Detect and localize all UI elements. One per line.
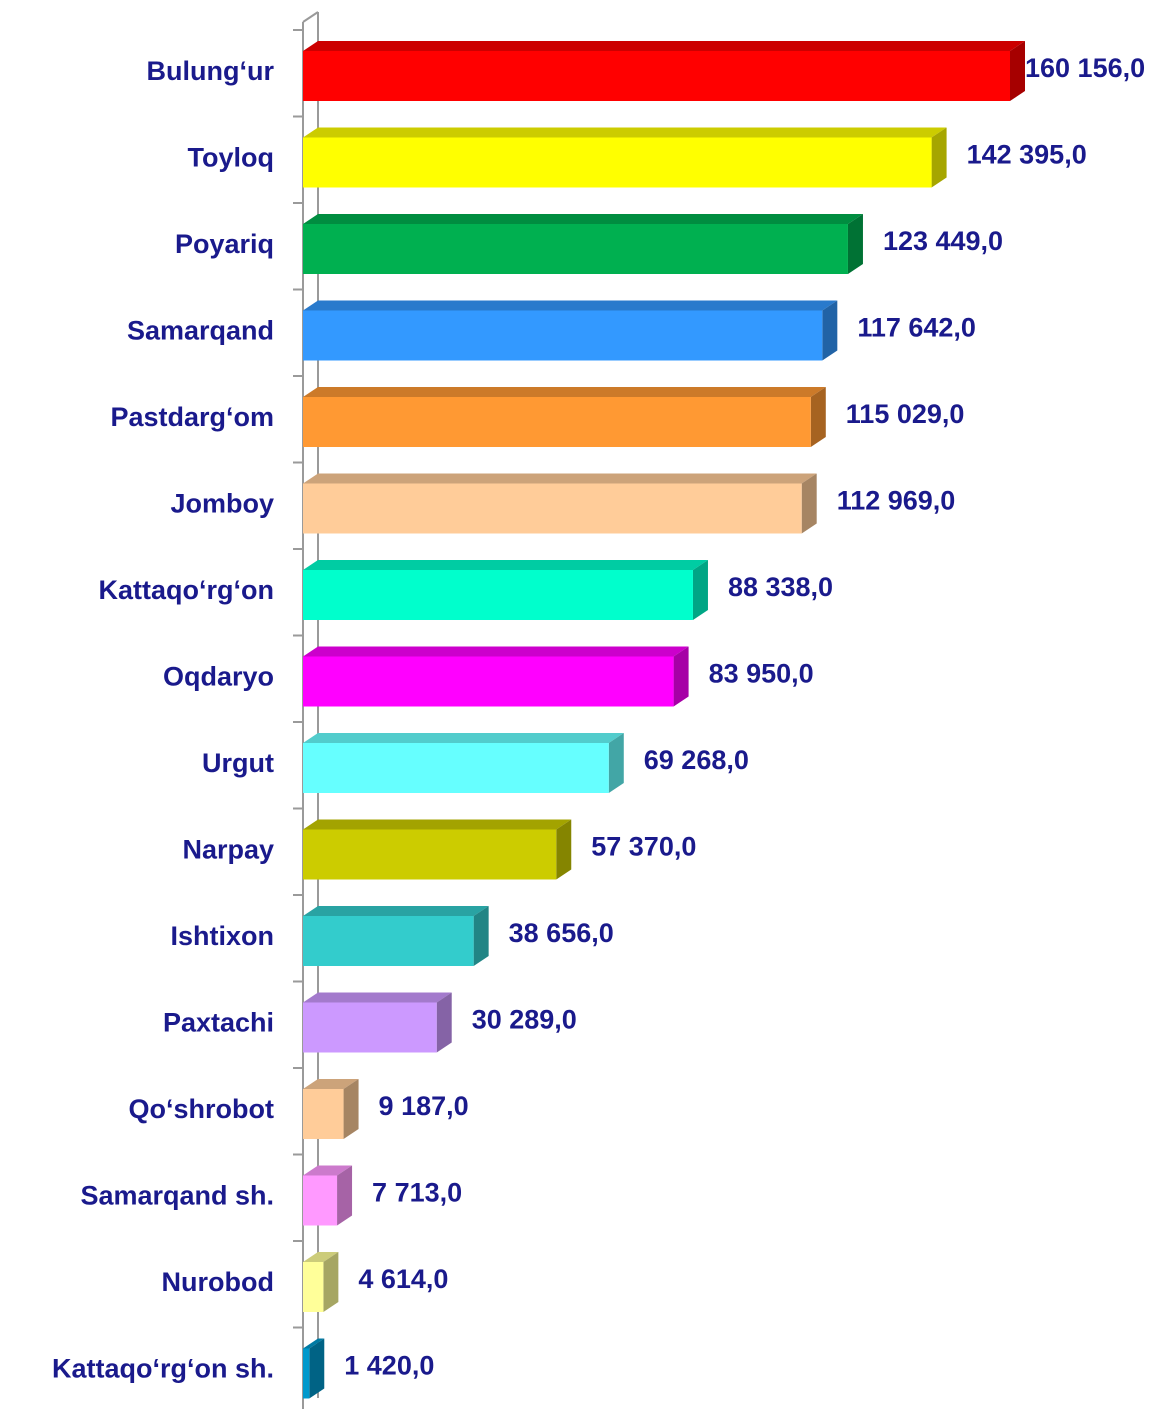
bar	[303, 570, 693, 620]
value-label: 160 156,0	[1025, 53, 1145, 83]
bar-side	[323, 1252, 339, 1312]
bar	[303, 1262, 324, 1312]
value-label: 69 268,0	[644, 745, 749, 775]
bar	[303, 1089, 344, 1139]
value-label: 38 656,0	[509, 918, 614, 948]
bar	[303, 1175, 338, 1226]
bar-top	[303, 214, 863, 224]
value-label: 7 713,0	[372, 1178, 462, 1208]
bar-top	[303, 906, 489, 916]
value-label: 88 338,0	[728, 572, 833, 602]
bar-side	[309, 1338, 325, 1399]
category-label: Narpay	[182, 835, 274, 865]
value-label: 4 614,0	[358, 1264, 448, 1294]
value-label: 115 029,0	[846, 399, 965, 429]
bar	[303, 743, 609, 793]
category-label: Ishtixon	[170, 921, 274, 951]
bar-top	[303, 646, 689, 657]
value-label: 83 950,0	[709, 659, 814, 689]
bar	[303, 1002, 437, 1053]
category-label: Qo‘shrobot	[129, 1094, 274, 1124]
category-label: Urgut	[202, 748, 274, 778]
bar-side	[473, 906, 489, 966]
value-label: 57 370,0	[591, 832, 696, 862]
value-label: 123 449,0	[883, 226, 1003, 256]
bar-side	[822, 300, 838, 361]
bar-side	[343, 1079, 359, 1139]
bar	[303, 656, 674, 707]
bar-top	[303, 560, 708, 570]
bar	[303, 51, 1010, 101]
bar	[303, 1348, 310, 1399]
category-label: Samarqand sh.	[80, 1181, 274, 1211]
bar	[303, 829, 557, 880]
bar-side	[556, 819, 572, 880]
bar-side	[692, 560, 708, 620]
value-label: 30 289,0	[472, 1005, 577, 1035]
bar-top	[303, 819, 572, 830]
bar-top	[303, 1165, 353, 1176]
value-label: 9 187,0	[379, 1091, 469, 1121]
bar-top	[303, 733, 624, 743]
category-label: Toyloq	[188, 143, 274, 173]
category-label: Paxtachi	[163, 1008, 274, 1038]
category-label: Kattaqo‘rg‘on	[99, 575, 275, 605]
category-label: Samarqand	[127, 316, 274, 346]
bar-side	[801, 473, 817, 534]
bar-side	[1010, 41, 1025, 101]
bar	[303, 310, 823, 361]
bar-side	[436, 992, 452, 1053]
value-label: 117 642,0	[857, 313, 976, 343]
bar-side	[608, 733, 624, 793]
bar-top	[303, 387, 826, 397]
category-label: Kattaqo‘rg‘on sh.	[52, 1354, 274, 1384]
bar-top	[303, 1338, 325, 1349]
bar	[303, 224, 848, 274]
bar-top	[303, 992, 452, 1003]
bar	[303, 916, 474, 966]
value-label: 112 969,0	[837, 486, 956, 516]
bar-top	[303, 127, 947, 138]
bar-side	[673, 646, 689, 707]
bar-top	[303, 473, 817, 484]
bar	[303, 397, 811, 447]
bar	[303, 137, 932, 188]
category-label: Bulung‘ur	[147, 56, 275, 86]
category-label: Nurobod	[162, 1267, 274, 1297]
bar-side	[810, 387, 826, 447]
bar-top	[303, 300, 838, 311]
category-label: Jomboy	[170, 489, 274, 519]
category-label: Oqdaryo	[163, 662, 274, 692]
bar-top	[303, 1079, 359, 1089]
bar-side	[337, 1165, 353, 1226]
bar-side	[847, 214, 863, 274]
category-label: Poyariq	[175, 229, 274, 259]
bar	[303, 483, 802, 534]
category-label: Pastdarg‘om	[110, 402, 274, 432]
bar-side	[931, 127, 947, 188]
value-label: 142 395,0	[967, 140, 1087, 170]
bar-top	[303, 41, 1025, 51]
value-label: 1 420,0	[344, 1351, 434, 1381]
bar-top	[303, 1252, 339, 1262]
axis-top	[302, 11, 319, 23]
